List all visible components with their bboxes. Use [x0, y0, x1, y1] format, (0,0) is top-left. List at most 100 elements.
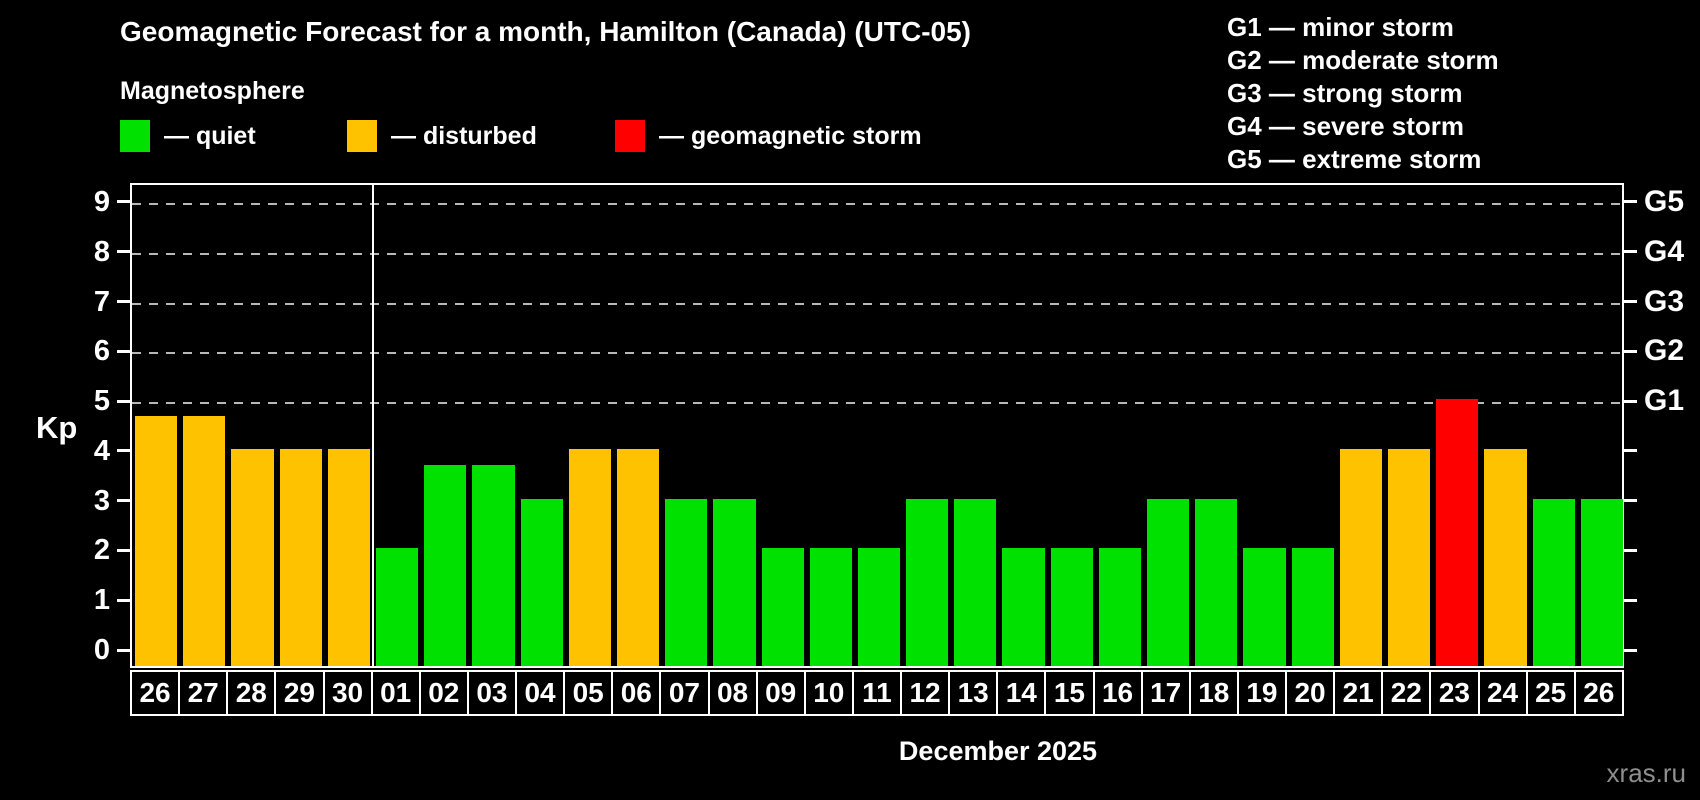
- kp-bar-nov-28: [231, 448, 274, 666]
- kp-bar-dec-16: [1098, 548, 1142, 666]
- y-tick-left-1: [117, 598, 130, 602]
- kp-bar-dec-19: [1243, 548, 1286, 666]
- day-label-cell-dec-11: 11: [851, 672, 900, 714]
- plot-area: [130, 183, 1624, 668]
- day-label-cell-dec-22: 22: [1381, 672, 1429, 714]
- day-label-cell-dec-05: 05: [563, 672, 611, 714]
- kp-bar-dec-01: [375, 548, 419, 666]
- month-label: December 2025: [898, 736, 1098, 766]
- kp-bar-dec-17: [1147, 498, 1190, 666]
- right-axis-label-G1: G1: [1644, 384, 1685, 418]
- kp-bar-dec-03: [472, 465, 515, 666]
- day-label-cell-dec-23: 23: [1429, 672, 1477, 714]
- legend-label: — disturbed: [391, 121, 537, 150]
- y-tick-right-9: [1624, 200, 1637, 204]
- day-label-cell-dec-24: 24: [1477, 672, 1526, 714]
- magnetosphere-heading: Magnetosphere: [120, 77, 305, 105]
- day-label-cell-dec-01: 01: [370, 672, 419, 714]
- kp-bar-nov-30: [327, 448, 370, 666]
- right-axis-label-G5: G5: [1644, 184, 1685, 218]
- y-axis-label-8: 8: [93, 235, 110, 268]
- g-scale-item-4: G4 — severe storm: [1227, 111, 1465, 141]
- day-label-cell-dec-26: 26: [1573, 672, 1622, 714]
- day-label-cell-dec-08: 08: [707, 672, 756, 714]
- y-tick-right-3: [1624, 499, 1637, 503]
- watermark: xras.ru: [1606, 758, 1686, 788]
- kp-bar-dec-24: [1484, 448, 1527, 666]
- g-scale-item-2: G2 — moderate storm: [1227, 45, 1499, 75]
- day-label-cell-dec-10: 10: [803, 672, 852, 714]
- day-label-cell-dec-06: 06: [611, 672, 659, 714]
- g-storm-scale-legend: G1 — minor storm G2 — moderate storm G3 — …: [1227, 11, 1499, 176]
- y-axis-label-3: 3: [93, 484, 110, 517]
- y-tick-left-9: [117, 200, 130, 204]
- y-axis-label-1: 1: [93, 584, 110, 617]
- day-label-cell-dec-18: 18: [1188, 672, 1237, 714]
- day-label-cell-dec-07: 07: [659, 672, 707, 714]
- g-scale-item-5: G5 — extreme storm: [1227, 144, 1482, 174]
- y-tick-right-1: [1624, 598, 1637, 602]
- y-tick-right-4: [1624, 449, 1637, 453]
- kp-bar-dec-07: [665, 498, 708, 666]
- gridline-kp-7: [132, 302, 1622, 305]
- right-axis-label-G2: G2: [1644, 334, 1685, 368]
- day-label-cell-dec-20: 20: [1285, 672, 1333, 714]
- kp-bar-nov-26: [135, 415, 178, 666]
- y-tick-left-6: [117, 349, 130, 353]
- kp-bar-dec-23: [1436, 399, 1479, 666]
- g-scale-item-1: G1 — minor storm: [1227, 12, 1454, 42]
- y-tick-right-7: [1624, 300, 1637, 304]
- day-label-cell-nov-30: 30: [322, 672, 371, 714]
- gridline-kp-9: [132, 202, 1622, 205]
- kp-bar-dec-12: [906, 498, 949, 666]
- y-tick-left-0: [117, 648, 130, 652]
- kp-bar-dec-10: [809, 548, 852, 666]
- kp-bar-nov-27: [183, 415, 226, 666]
- quiet-color-swatch: [120, 120, 150, 152]
- day-label-cell-nov-29: 29: [274, 672, 322, 714]
- y-tick-left-3: [117, 499, 130, 503]
- day-label-cell-nov-27: 27: [178, 672, 226, 714]
- y-tick-left-4: [117, 449, 130, 453]
- day-label-cell-dec-25: 25: [1525, 672, 1574, 714]
- kp-bar-dec-11: [857, 548, 901, 666]
- legend-label: — quiet: [164, 121, 256, 150]
- g-scale-item-3: G3 — strong storm: [1227, 78, 1463, 108]
- y-tick-left-7: [117, 300, 130, 304]
- kp-bar-dec-04: [520, 498, 563, 666]
- legend-item-storm: — geomagnetic storm: [615, 120, 922, 152]
- right-axis-label-G4: G4: [1644, 234, 1685, 268]
- y-axis-label-2: 2: [93, 534, 110, 567]
- y-tick-right-0: [1624, 648, 1637, 652]
- kp-bar-dec-06: [616, 448, 660, 666]
- y-axis-title: Kp: [36, 410, 78, 445]
- kp-bar-dec-13: [954, 498, 997, 666]
- day-label-cell-nov-26: 26: [139, 677, 171, 708]
- day-label-cell-dec-02: 02: [418, 672, 467, 714]
- day-label-cell-dec-13: 13: [948, 672, 996, 714]
- kp-bar-dec-05: [568, 448, 611, 666]
- y-axis-label-9: 9: [93, 185, 110, 218]
- day-label-cell-dec-12: 12: [900, 672, 948, 714]
- day-axis-row: 26 27 28 29 30 01 02 03 04 05 06 07 08 09 10 11 12 13 14 15…: [130, 670, 1624, 716]
- day-label-cell-dec-21: 21: [1333, 672, 1381, 714]
- right-axis-label-G3: G3: [1644, 284, 1685, 318]
- gridline-kp-8: [132, 252, 1622, 255]
- legend-item-disturbed: — disturbed: [347, 120, 537, 152]
- kp-bar-dec-08: [713, 498, 756, 666]
- chart-title: Geomagnetic Forecast for a month, Hamilt…: [120, 16, 971, 47]
- kp-bar-dec-15: [1050, 548, 1093, 666]
- y-tick-right-5: [1624, 399, 1637, 403]
- month-separator-line: [371, 185, 374, 666]
- kp-bar-dec-18: [1195, 498, 1238, 666]
- kp-bar-dec-09: [761, 548, 804, 666]
- kp-bar-dec-26: [1580, 498, 1623, 666]
- kp-bar-dec-21: [1339, 448, 1383, 666]
- gridline-kp-5: [132, 402, 1622, 405]
- y-axis-label-5: 5: [93, 385, 110, 418]
- legend-item-quiet: — quiet: [120, 120, 256, 152]
- y-axis-label-6: 6: [93, 335, 110, 368]
- legend-label: — geomagnetic storm: [659, 121, 922, 150]
- y-tick-right-6: [1624, 349, 1637, 353]
- y-tick-left-5: [117, 399, 130, 403]
